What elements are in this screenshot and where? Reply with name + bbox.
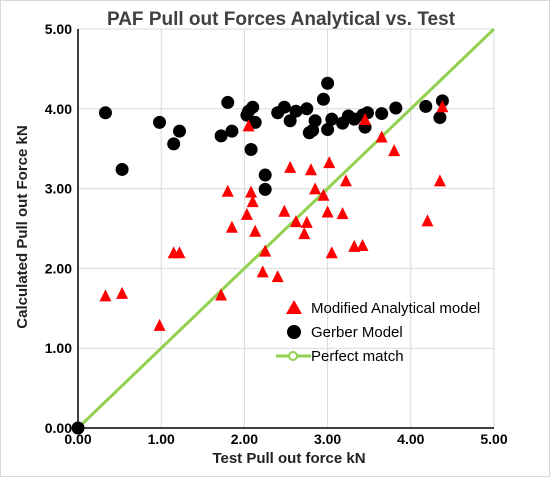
analytical-point xyxy=(240,207,253,220)
gerber-point xyxy=(173,124,187,138)
y-tick-label: 1.00 xyxy=(45,340,72,356)
gerber-point xyxy=(419,99,433,113)
gerber-point xyxy=(221,95,235,109)
legend-label-perfect-match: Perfect match xyxy=(311,348,404,365)
analytical-point xyxy=(323,156,336,169)
gerber-point xyxy=(225,124,239,138)
legend-label-gerber: Gerber Model xyxy=(311,324,403,341)
gerber-point xyxy=(389,101,403,115)
analytical-point xyxy=(245,185,258,198)
data-points xyxy=(71,76,449,435)
perfect-match-line-group xyxy=(76,27,496,430)
analytical-point xyxy=(225,220,238,233)
analytical-point xyxy=(246,195,259,208)
perfect-match-line xyxy=(76,27,496,430)
legend-triangle-marker xyxy=(286,300,302,314)
x-tick-label: 1.00 xyxy=(148,431,175,447)
y-tick-label: 3.00 xyxy=(45,181,72,197)
gerber-point xyxy=(246,100,260,114)
x-tick-label: 4.00 xyxy=(397,431,424,447)
x-axis-title: Test Pull out force kN xyxy=(212,450,365,467)
gerber-point xyxy=(321,76,335,90)
analytical-point xyxy=(359,112,372,125)
x-tick-label: 2.00 xyxy=(231,431,258,447)
gerber-point xyxy=(258,182,272,196)
analytical-point xyxy=(278,204,291,217)
gerber-point xyxy=(300,102,314,116)
analytical-point xyxy=(298,227,311,240)
gerber-point xyxy=(283,114,297,128)
axes xyxy=(77,29,494,429)
analytical-point xyxy=(173,246,186,259)
analytical-point xyxy=(317,188,330,201)
analytical-point xyxy=(339,174,352,187)
legend-label-analytical: Modified Analytical model xyxy=(311,300,480,317)
y-tick-label: 0.00 xyxy=(45,420,72,436)
gerber-point xyxy=(316,92,330,106)
analytical-point xyxy=(153,318,166,331)
gerber-point xyxy=(289,104,303,118)
y-axis-title: Calculated Pull out Force kN xyxy=(14,125,31,328)
analytical-point xyxy=(259,244,272,257)
y-tick-label: 4.00 xyxy=(45,101,72,117)
x-tick-label: 0.00 xyxy=(64,431,91,447)
gerber-point xyxy=(98,106,112,120)
gerber-point xyxy=(71,421,85,435)
analytical-point xyxy=(215,288,228,301)
analytical-point xyxy=(284,160,297,173)
analytical-point xyxy=(304,163,317,176)
analytical-point xyxy=(356,239,369,252)
analytical-point xyxy=(221,184,234,197)
analytical-point xyxy=(271,270,284,283)
gerber-point xyxy=(258,168,272,182)
analytical-point xyxy=(99,289,112,302)
analytical-point xyxy=(256,265,269,278)
gerber-point xyxy=(321,123,335,137)
analytical-point xyxy=(242,119,255,132)
analytical-point xyxy=(116,286,129,299)
tick-labels: 0.00 1.00 2.00 3.00 4.00 5.00 0.00 1.00 2.00 3.00… xyxy=(45,21,508,447)
y-tick-label: 5.00 xyxy=(45,21,72,37)
chart-title: PAF Pull out Forces Analytical vs. Test xyxy=(107,9,456,30)
y-tick-label: 2.00 xyxy=(45,260,72,276)
analytical-point xyxy=(388,144,401,157)
gerber-point xyxy=(167,137,181,151)
gerber-point xyxy=(115,162,129,176)
gerber-point xyxy=(153,115,167,129)
x-tick-label: 5.00 xyxy=(480,431,507,447)
analytical-point xyxy=(325,246,338,259)
analytical-point xyxy=(289,215,302,228)
gerber-point xyxy=(325,112,339,126)
analytical-point xyxy=(348,239,361,252)
legend-perfect-match-marker xyxy=(288,351,298,361)
legend-circle-marker xyxy=(287,325,301,339)
legend: Modified Analytical model Gerber Model P… xyxy=(276,300,480,365)
analytical-point xyxy=(436,100,449,113)
gerber-point xyxy=(308,114,322,128)
gerber-point xyxy=(244,142,258,156)
gerber-point xyxy=(433,111,447,125)
gerber-point xyxy=(248,115,262,129)
analytical-point xyxy=(421,214,434,227)
analytical-point xyxy=(300,215,313,228)
analytical-point xyxy=(309,182,322,195)
analytical-point xyxy=(375,130,388,143)
analytical-point xyxy=(433,174,446,187)
gerber-point xyxy=(214,129,228,143)
analytical-point xyxy=(336,207,349,220)
gerber-point xyxy=(277,100,291,114)
gerber-point xyxy=(375,107,389,121)
analytical-point xyxy=(321,205,334,218)
x-tick-label: 3.00 xyxy=(314,431,341,447)
analytical-point xyxy=(249,224,262,237)
